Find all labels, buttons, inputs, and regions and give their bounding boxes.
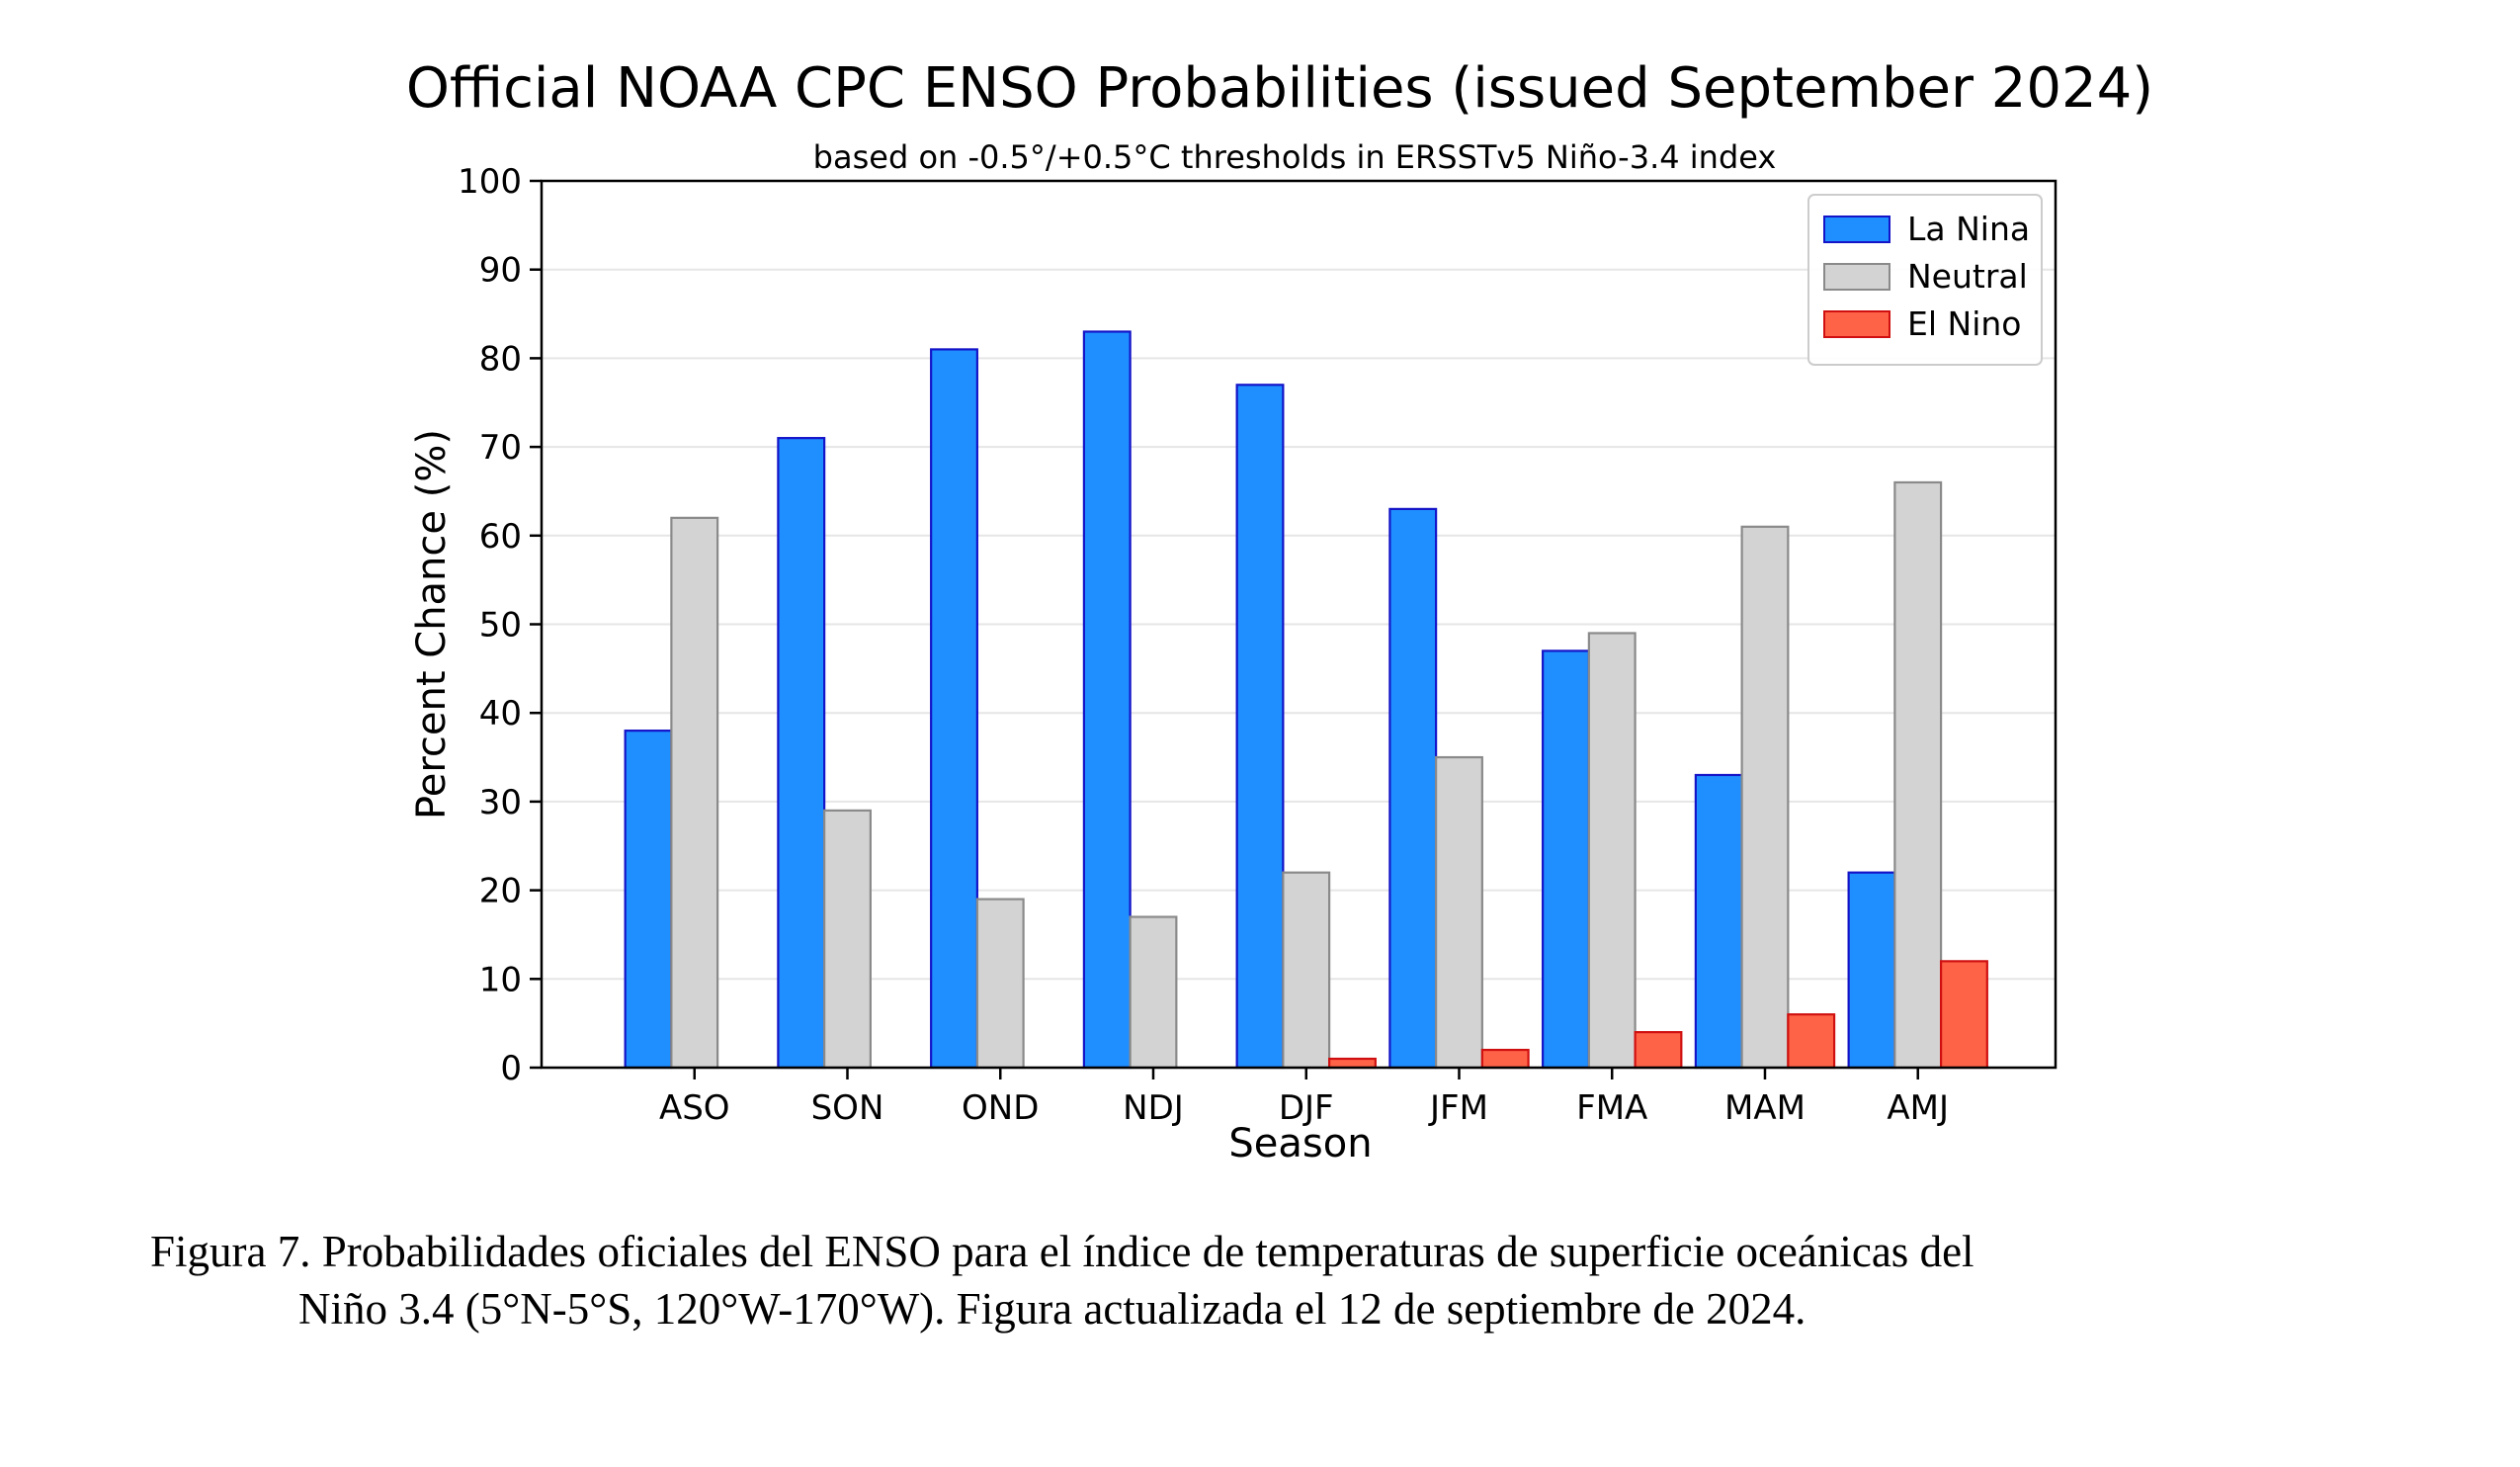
- bar-neutral-fma: [1587, 632, 1637, 1070]
- bars: [624, 330, 1988, 1070]
- legend-label-neutral: Neutral: [1907, 257, 2028, 296]
- bar-neutral-ond: [975, 898, 1025, 1070]
- bar-neutral-amj: [1893, 480, 1943, 1070]
- bar-el-nino-jfm: [1480, 1048, 1530, 1070]
- bar-el-nino-fma: [1634, 1031, 1683, 1070]
- legend: La Nina Neutral El Nino: [1807, 194, 2043, 366]
- x-axis-label: Season: [1228, 1121, 1372, 1166]
- x-tick-label: OND: [962, 1088, 1039, 1128]
- y-tick-label: 90: [479, 251, 522, 291]
- figure-caption-line-1: Figura 7. Probabilidades oficiales del E…: [150, 1227, 1974, 1276]
- bar-el-nino-amj: [1939, 960, 1988, 1070]
- y-tick-label: 20: [479, 872, 522, 911]
- bar-el-nino-mam: [1787, 1013, 1836, 1070]
- y-tick-label: 0: [500, 1049, 522, 1088]
- bar-la-nina-amj: [1847, 871, 1896, 1070]
- bar-neutral-son: [823, 809, 872, 1070]
- legend-swatch-la-nina: [1823, 216, 1890, 243]
- x-tick-label: NDJ: [1123, 1088, 1184, 1128]
- bar-neutral-jfm: [1435, 755, 1483, 1070]
- bar-la-nina-jfm: [1388, 507, 1438, 1070]
- bar-la-nina-fma: [1542, 649, 1590, 1070]
- x-tick-label: JFM: [1428, 1088, 1488, 1128]
- bar-la-nina-djf: [1235, 384, 1285, 1070]
- bar-la-nina-aso: [624, 730, 673, 1070]
- x-tick-label: SON: [811, 1088, 884, 1128]
- y-axis-ticks: 0 10 20 30 40 50 60 70 80 90 100: [458, 162, 542, 1088]
- y-tick-label: 30: [479, 783, 522, 822]
- bar-neutral-mam: [1740, 525, 1790, 1070]
- y-tick-label: 40: [479, 694, 522, 734]
- x-tick-label: MAM: [1724, 1088, 1806, 1128]
- x-tick-label: AMJ: [1887, 1088, 1949, 1128]
- y-tick-label: 10: [479, 960, 522, 999]
- legend-label-el-nino: El Nino: [1907, 304, 2021, 343]
- x-tick-label: ASO: [659, 1088, 730, 1128]
- bar-neutral-djf: [1282, 871, 1331, 1070]
- x-tick-label: FMA: [1576, 1088, 1647, 1128]
- bar-neutral-ndj: [1129, 915, 1178, 1070]
- bar-la-nina-ond: [930, 348, 978, 1070]
- chart-subtitle: based on -0.5°/+0.5°C thresholds in ERSS…: [813, 138, 1777, 176]
- y-axis-label: Percent Chance (%): [409, 429, 455, 820]
- bar-el-nino-djf: [1328, 1057, 1377, 1070]
- chart-title: Official NOAA CPC ENSO Probabilities (is…: [406, 56, 2153, 121]
- bar-neutral-aso: [670, 516, 719, 1070]
- legend-swatch-neutral: [1823, 263, 1890, 291]
- y-tick-label: 60: [479, 517, 522, 557]
- y-tick-label: 100: [458, 162, 522, 202]
- figure-caption-line-2: Niño 3.4 (5°N-5°S, 120°W-170°W). Figura …: [298, 1284, 1806, 1334]
- y-tick-label: 80: [479, 339, 522, 379]
- y-tick-label: 70: [479, 428, 522, 468]
- x-axis-ticks: ASO SON OND NDJ DJF JFM FMA MAM AMJ: [659, 1068, 1949, 1128]
- legend-label-la-nina: La Nina: [1907, 210, 2030, 248]
- legend-swatch-el-nino: [1823, 310, 1890, 338]
- bar-la-nina-ndj: [1082, 330, 1132, 1070]
- bar-la-nina-mam: [1694, 773, 1743, 1070]
- y-tick-label: 50: [479, 606, 522, 646]
- x-tick-label: DJF: [1279, 1088, 1334, 1128]
- bar-la-nina-son: [777, 437, 826, 1070]
